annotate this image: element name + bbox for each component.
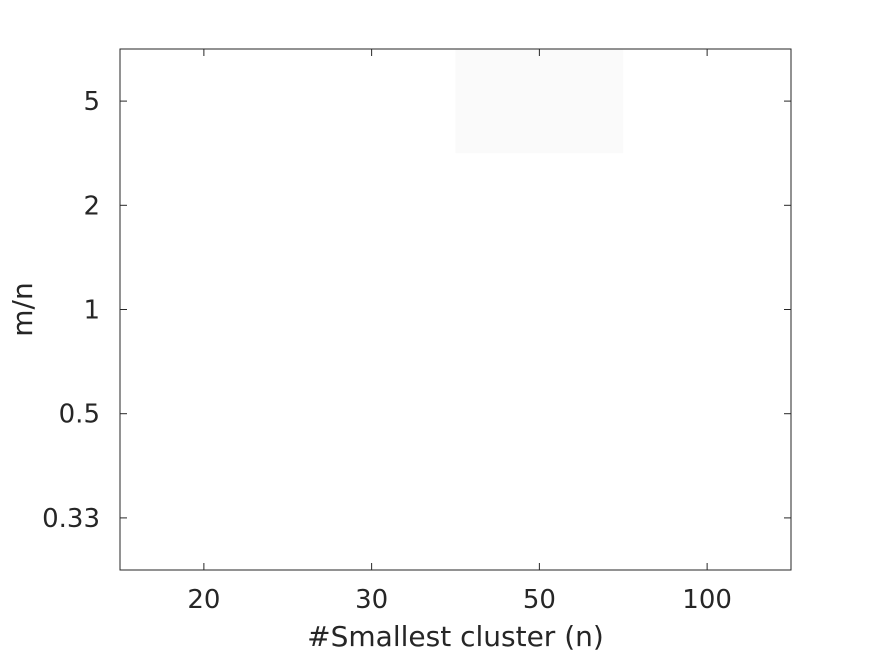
heatmap-cells: [120, 49, 791, 570]
heatmap-cell: [120, 153, 288, 258]
y-tick-label: 0.5: [59, 400, 100, 430]
axis-ticks: [120, 49, 791, 570]
heatmap-cell: [623, 361, 791, 466]
y-tick-label: 0.33: [42, 504, 100, 534]
heatmap-cell: [287, 361, 456, 466]
x-tick-labels: 20 30 50 100: [187, 585, 732, 615]
heatmap-cell: [455, 257, 624, 362]
heatmap-cell: [287, 49, 456, 154]
heatmap-cell: [287, 153, 456, 258]
y-tick-label: 1: [83, 296, 100, 326]
y-tick-labels: 5 2 1 0.5 0.33: [42, 87, 100, 534]
y-tick-label: 5: [83, 87, 100, 117]
heatmap-cell: [623, 49, 791, 154]
heatmap-cell: [120, 465, 288, 570]
y-tick-label: 2: [83, 191, 100, 221]
x-tick-label: 30: [355, 585, 388, 615]
x-axis-label: #Smallest cluster (n): [307, 620, 604, 653]
heatmap-cell: [120, 361, 288, 466]
x-tick-label: 20: [187, 585, 220, 615]
heatmap-cell: [455, 465, 624, 570]
heatmap-cell: [120, 49, 288, 154]
heatmap-cell: [455, 361, 624, 466]
heatmap-cell: [455, 49, 624, 154]
heatmap-cell: [455, 153, 624, 258]
heatmap-cell: [287, 465, 456, 570]
heatmap-cell: [623, 465, 791, 570]
heatmap-cell: [623, 153, 791, 258]
x-tick-label: 100: [682, 585, 732, 615]
y-axis-label: m/n: [6, 282, 39, 336]
heatmap-cell: [287, 257, 456, 362]
heatmap-cell: [623, 257, 791, 362]
x-tick-label: 50: [523, 585, 556, 615]
heatmap-cell: [120, 257, 288, 362]
